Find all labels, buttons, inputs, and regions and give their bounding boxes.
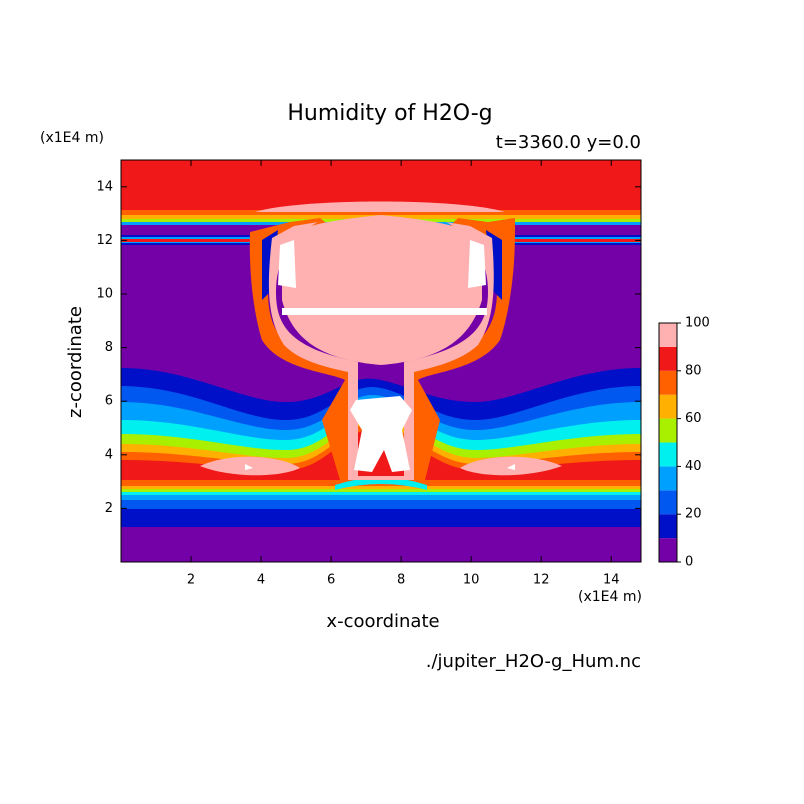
colorbar-tick-label: 0 [685,555,693,570]
y-tick-label: 4 [105,447,113,462]
x-tick-label: 6 [327,573,335,588]
colorbar-swatch [659,442,677,467]
contour-region [121,492,641,495]
contour-region [335,477,427,490]
contour-region [468,240,486,288]
contour-region [350,396,412,472]
contour-region [121,486,641,489]
colorbar-tick-label: 80 [685,363,702,378]
y-axis-label: z-coordinate [65,306,86,418]
colorbar-swatch [659,490,677,515]
x-tick-label: 2 [187,573,195,588]
colorbar-swatch [659,466,677,491]
x-axis-label: x-coordinate [326,611,439,632]
y-tick-label: 2 [105,501,113,516]
colorbar-frame [658,322,678,563]
contour-region [121,500,641,509]
contour-region [121,489,641,492]
contour-region [200,456,300,476]
contour-region [121,210,641,215]
y-tick-label: 14 [96,179,113,194]
x-tick-label: 8 [397,573,405,588]
contour-field [121,160,641,562]
contour-region [121,429,641,492]
chart-title: Humidity of H2O-g [287,101,492,126]
colorbar-tick-label: 60 [685,411,702,426]
colorbar-swatch [659,346,677,371]
colorbar-swatch [659,323,677,347]
subtitle: t=3360.0 y=0.0 [496,132,641,153]
colorbar-tick-label: 100 [685,316,710,331]
contour-region [268,222,494,480]
colorbar-swatch [659,394,677,419]
contour-region [255,201,505,212]
y-unit: (x1E4 m) [40,130,104,146]
contour-region [507,464,515,470]
x-tick-label: 10 [463,573,480,588]
contour-region [282,308,487,315]
x-tick-label: 12 [533,573,550,588]
contour-region [121,495,641,500]
colorbar-swatch [659,418,677,443]
plot-frame [120,159,642,563]
contour-region [282,215,482,365]
x-tick-label: 14 [603,573,620,588]
x-unit: (x1E4 m) [578,589,642,605]
source-file: ./jupiter_H2O-g_Hum.nc [426,651,641,672]
contour-region [121,160,641,210]
colorbar-tick-label: 40 [685,459,702,474]
colorbar-swatch [659,370,677,395]
contour-region [278,240,296,288]
contour-region [121,509,641,527]
colorbar-swatch [659,538,677,562]
y-tick-label: 10 [96,287,113,302]
y-tick-label: 12 [96,233,113,248]
x-tick-label: 4 [257,573,265,588]
y-tick-label: 6 [105,394,113,409]
colorbar-tick-label: 20 [685,507,702,522]
colorbar-swatch [659,514,677,539]
contour-region [245,464,253,470]
y-tick-label: 8 [105,340,113,355]
